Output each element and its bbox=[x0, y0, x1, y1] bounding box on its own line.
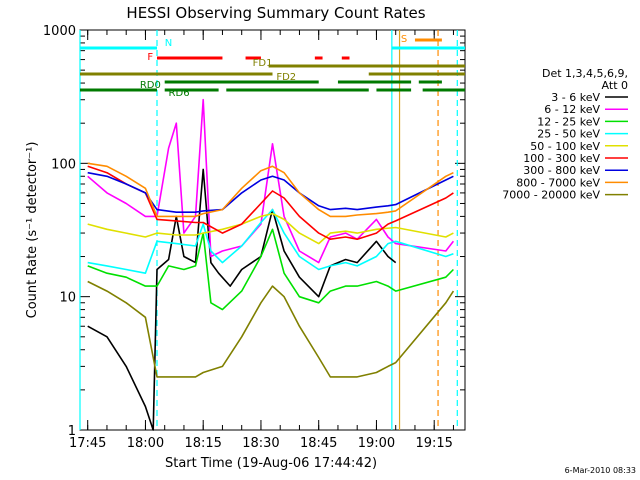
series-line-50-100-kev bbox=[87, 212, 454, 245]
series-line-12-25-kev bbox=[87, 228, 454, 311]
x-tick-label: 18:15 bbox=[184, 436, 221, 451]
y-tick-label: 1 bbox=[68, 424, 76, 439]
series-line-25-50-kev bbox=[87, 208, 454, 275]
legend-title-line2: Att 0 bbox=[602, 79, 628, 92]
flag-label-f: F bbox=[147, 52, 153, 63]
legend-label-6-12-kev: 6 - 12 keV bbox=[544, 103, 600, 116]
x-tick-label: 17:45 bbox=[69, 436, 106, 451]
series-line-100-300-kev bbox=[87, 165, 454, 240]
chart-title: HESSI Observing Summary Count Rates bbox=[126, 4, 425, 22]
x-axis-label: Start Time (19-Aug-06 17:44:42) bbox=[165, 456, 377, 471]
x-tick-label: 19:15 bbox=[415, 436, 452, 451]
flag-label-s: S bbox=[401, 34, 407, 45]
y-tick-label: 100 bbox=[51, 157, 76, 172]
y-tick-label: 10 bbox=[59, 291, 76, 306]
legend-label-100-300-kev: 100 - 300 keV bbox=[523, 152, 600, 165]
x-tick-label: 18:00 bbox=[127, 436, 164, 451]
x-tick-label: 18:30 bbox=[242, 436, 279, 451]
series-line-3-6-kev bbox=[87, 168, 397, 431]
legend-label-800-7000-kev: 800 - 7000 keV bbox=[516, 176, 600, 189]
legend-label-12-25-kev: 12 - 25 keV bbox=[537, 115, 600, 128]
legend-label-50-100-kev: 50 - 100 keV bbox=[530, 140, 600, 153]
flag-label-fd2: FD2 bbox=[276, 72, 296, 83]
legend-label-7000-20000-kev: 7000 - 20000 keV bbox=[502, 189, 600, 202]
flag-label-n: N bbox=[165, 38, 172, 49]
legend-label-25-50-kev: 25 - 50 keV bbox=[537, 128, 600, 141]
series-line-7000-20000-kev bbox=[87, 280, 455, 378]
x-tick-label: 18:45 bbox=[300, 436, 337, 451]
y-tick-label: 1000 bbox=[43, 24, 76, 39]
legend-title-line1: Det 1,3,4,5,6,9, bbox=[542, 67, 628, 80]
flag-label-fd1: FD1 bbox=[253, 58, 273, 69]
legend-label-3-6-kev: 3 - 6 keV bbox=[551, 91, 600, 104]
flag-label-rd0: RD0 bbox=[140, 80, 161, 91]
plot-area: 1 10 100 1000 17:45 18:00 18:15 18:30 18:45 19:00… bbox=[43, 24, 466, 451]
y-axis-label: Count Rate (s⁻¹ detector⁻¹) bbox=[25, 142, 40, 319]
series-line-300-800-kev bbox=[87, 171, 454, 213]
x-tick-label: 19:00 bbox=[358, 436, 395, 451]
footer-timestamp: 6-Mar-2010 08:33 bbox=[565, 466, 636, 475]
flag-label-rd6: RD6 bbox=[169, 88, 190, 99]
legend-label-300-800-kev: 300 - 800 keV bbox=[523, 164, 600, 177]
series-line-800-7000-kev bbox=[87, 162, 454, 218]
